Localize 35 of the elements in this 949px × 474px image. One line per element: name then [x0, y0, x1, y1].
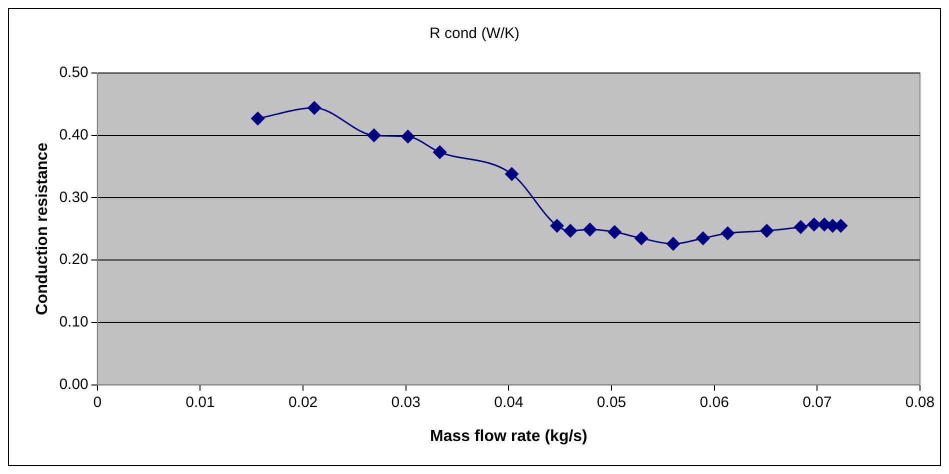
x-tick-label: 0.02 [288, 394, 318, 411]
point [308, 101, 322, 115]
y-tick-label: 0.30 [59, 188, 88, 206]
point [760, 224, 774, 238]
point [583, 222, 597, 236]
x-tick-label: 0.03 [391, 394, 420, 411]
y-tick-label: 0.10 [59, 314, 88, 331]
x-tick-label: 0.04 [494, 394, 524, 411]
y-axis-title: Conduction resistance [34, 142, 52, 316]
point [433, 145, 447, 159]
x-tick-label: 0.01 [186, 394, 215, 411]
x-tick-label: 0.05 [596, 394, 626, 411]
y-tick-label: 0.00 [59, 376, 88, 393]
point [550, 219, 564, 233]
chart-title: R cond (W/K) [429, 25, 520, 42]
point [666, 237, 680, 251]
point [564, 224, 578, 238]
x-tick-label: 0.07 [802, 394, 832, 411]
point [401, 130, 415, 144]
x-tick-label: 0.06 [700, 394, 729, 411]
x-tick-label: 0 [93, 394, 102, 411]
point [807, 218, 821, 232]
y-tick-label: 0.50 [59, 64, 88, 82]
x-tick-label: 0.08 [905, 394, 935, 411]
point [505, 167, 519, 181]
point [367, 128, 381, 142]
x-axis-title: Mass flow rate (kg/s) [430, 428, 588, 445]
y-tick-label: 0.40 [59, 126, 88, 144]
point [720, 226, 734, 240]
y-tick-label: 0.20 [59, 251, 88, 268]
point [251, 112, 265, 126]
point [608, 225, 622, 239]
point [696, 232, 710, 246]
point [794, 220, 808, 234]
point [634, 232, 648, 246]
